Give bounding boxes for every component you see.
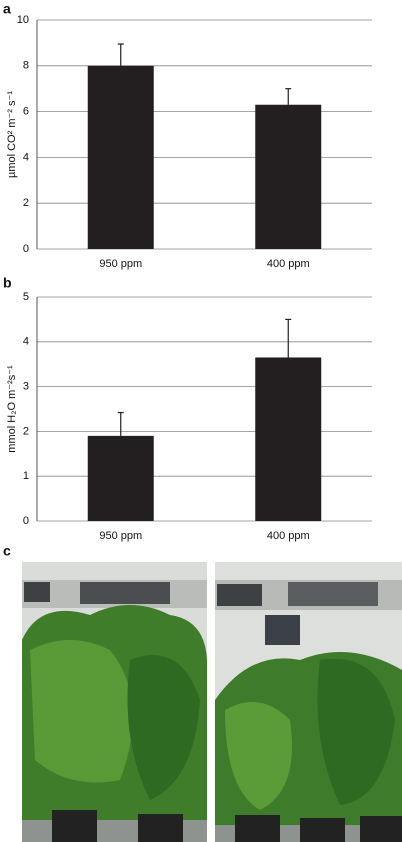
bar (255, 104, 322, 249)
y-tick-label: 4 (23, 336, 29, 348)
x-tick-label: 950 ppm (99, 530, 142, 542)
y-tick-label: 0 (23, 243, 29, 255)
y-axis-label: mmol H₂O m⁻²s⁻¹ (6, 365, 18, 453)
panel-label: a (3, 1, 11, 17)
photo-right (215, 562, 402, 842)
photo-left (22, 562, 207, 842)
y-tick-label: 2 (23, 197, 29, 209)
y-tick-label: 4 (23, 151, 29, 163)
y-tick-label: 10 (17, 14, 29, 26)
y-tick-label: 1 (23, 470, 29, 482)
x-tick-label: 950 ppm (99, 258, 142, 270)
y-tick-label: 0 (23, 515, 29, 527)
x-tick-label: 400 ppm (267, 530, 310, 542)
x-tick-label: 400 ppm (267, 258, 310, 270)
y-axis-label: µmol CO² m⁻² s⁻¹ (6, 91, 18, 178)
y-tick-label: 2 (23, 425, 29, 437)
y-tick-label: 3 (23, 381, 29, 393)
bar (87, 65, 154, 249)
y-tick-label: 6 (23, 106, 29, 118)
bar (255, 357, 322, 521)
y-tick-label: 8 (23, 60, 29, 72)
y-tick-label: 5 (23, 291, 29, 303)
panel-label: c (3, 543, 11, 559)
bar (87, 435, 154, 521)
panel-label: b (3, 275, 12, 291)
